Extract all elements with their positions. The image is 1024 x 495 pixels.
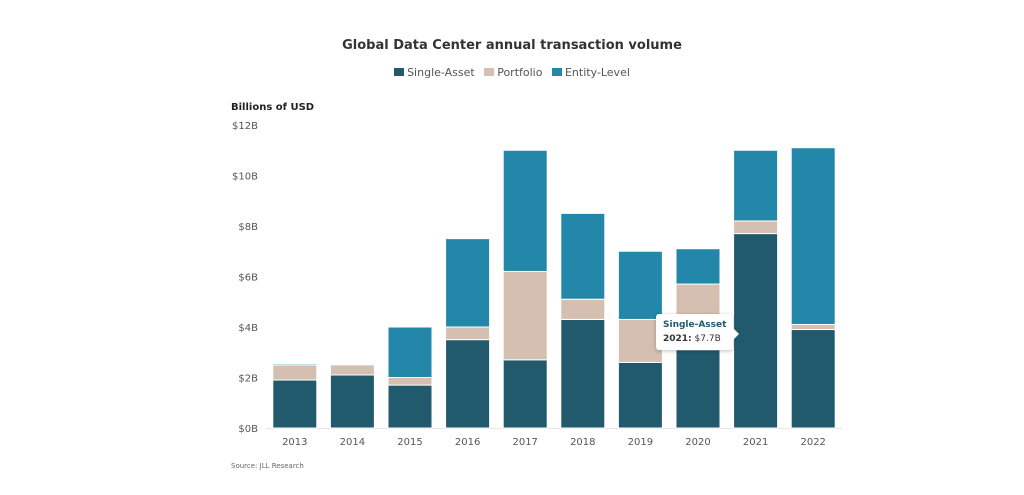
x-tick-label: 2015 <box>397 437 422 448</box>
y-tick-label: $4B <box>238 323 258 334</box>
bar-portfolio-2013[interactable] <box>272 364 318 381</box>
legend-swatch-single-asset <box>394 68 405 76</box>
bar-single-asset-2019[interactable] <box>617 361 663 429</box>
y-tick-label: $10B <box>232 172 258 183</box>
bar-entity-level-2021[interactable] <box>733 149 779 222</box>
bar-portfolio-2014[interactable] <box>329 364 375 376</box>
bar-entity-level-2017[interactable] <box>502 149 548 272</box>
legend-swatch-entity-level <box>551 68 562 76</box>
legend-label: Portfolio <box>497 66 543 79</box>
legend-label: Entity-Level <box>564 66 630 79</box>
bar-portfolio-2017[interactable] <box>502 270 548 361</box>
bar-portfolio-2018[interactable] <box>560 298 606 320</box>
bar-portfolio-2022[interactable] <box>790 323 836 331</box>
legend-label: Single-Asset <box>407 66 475 79</box>
x-tick-label: 2018 <box>570 437 595 448</box>
bar-entity-level-2020[interactable] <box>675 248 721 285</box>
x-tick-label: 2016 <box>455 437 480 448</box>
x-tick-label: 2013 <box>282 437 307 448</box>
bar-single-asset-2016[interactable] <box>445 339 491 429</box>
source-note: Source: JLL Research <box>231 462 304 470</box>
y-axis-title: Billions of USD <box>231 102 315 113</box>
tooltip: Single-Asset 2021: $7.7B <box>656 314 740 350</box>
y-tick-label: $6B <box>238 273 258 284</box>
legend-item-portfolio[interactable]: Portfolio <box>484 66 542 79</box>
x-tick-label: 2014 <box>340 437 365 448</box>
x-tick-label: 2017 <box>512 437 537 448</box>
bar-single-asset-2014[interactable] <box>329 374 375 429</box>
y-tick-label: $12B <box>232 121 258 132</box>
bar-single-asset-2020[interactable] <box>675 349 721 429</box>
chart-title: Global Data Center annual transaction vo… <box>342 38 682 53</box>
bar-single-asset-2015[interactable] <box>387 384 433 429</box>
tooltip-value: $7.7B <box>694 334 721 344</box>
bar-entity-level-2016[interactable] <box>445 238 491 328</box>
tooltip-series: Single-Asset <box>663 320 727 330</box>
bar-entity-level-2015[interactable] <box>387 326 433 378</box>
tooltip-arrow <box>733 328 740 340</box>
bar-entity-level-2022[interactable] <box>790 147 836 325</box>
bar-single-asset-2018[interactable] <box>560 318 606 429</box>
bar-entity-level-2013[interactable] <box>272 363 318 366</box>
legend-swatch-portfolio <box>484 68 495 76</box>
bar-portfolio-2021[interactable] <box>733 220 779 235</box>
y-tick-label: $8B <box>238 222 258 233</box>
bar-entity-level-2018[interactable] <box>560 212 606 300</box>
bar-portfolio-2016[interactable] <box>445 326 491 341</box>
x-tick-label: 2019 <box>628 437 653 448</box>
x-tick-label: 2022 <box>800 437 825 448</box>
legend-item-single-asset[interactable]: Single-Asset <box>394 66 475 79</box>
y-tick-label: $2B <box>238 374 258 385</box>
bar-single-asset-2021[interactable] <box>733 233 779 429</box>
bar-portfolio-2015[interactable] <box>387 377 433 386</box>
x-tick-label: 2020 <box>685 437 710 448</box>
bar-single-asset-2013[interactable] <box>272 379 318 429</box>
legend: Single-Asset Portfolio Entity-Level <box>0 66 1024 79</box>
bar-single-asset-2022[interactable] <box>790 329 836 429</box>
bar-single-asset-2017[interactable] <box>502 359 548 429</box>
tooltip-year: 2021: <box>663 334 692 344</box>
y-tick-label: $0B <box>238 424 258 435</box>
x-tick-label: 2021 <box>743 437 768 448</box>
legend-item-entity-level[interactable]: Entity-Level <box>551 66 630 79</box>
bar-entity-level-2019[interactable] <box>617 250 663 320</box>
